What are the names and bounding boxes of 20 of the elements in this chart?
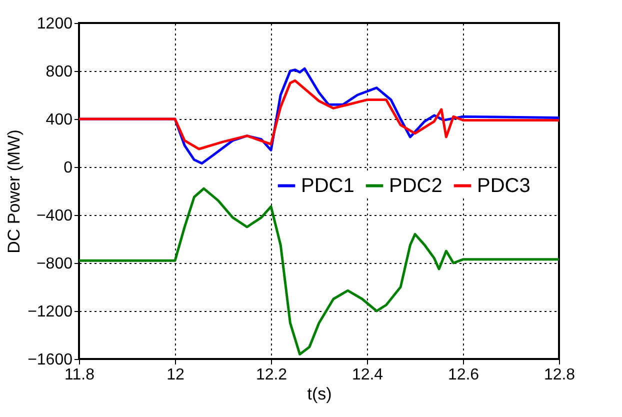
- line-series: [78, 79, 560, 150]
- x-tick-label: 12.4: [352, 366, 384, 384]
- x-axis-title: t(s): [307, 384, 332, 404]
- y-tick-label: 1200: [36, 16, 73, 32]
- y-axis-title: DC Power (MW): [4, 130, 24, 254]
- x-tick-label: 12.6: [448, 366, 480, 384]
- legend-label: PDC2: [389, 174, 442, 197]
- x-tick-label: 11.8: [64, 366, 95, 384]
- y-tick-label: −400: [36, 208, 73, 224]
- legend-label: PDC1: [301, 174, 354, 197]
- legend-label: PDC3: [477, 174, 530, 197]
- x-tick-label: 12: [166, 366, 184, 384]
- x-tick-label: 12.8: [544, 366, 576, 384]
- x-tick-label: 12.2: [256, 366, 288, 384]
- y-tick-label: 800: [46, 64, 73, 80]
- y-tick-label: 400: [46, 112, 73, 128]
- y-tick-label: −1600: [28, 352, 73, 368]
- y-tick-label: −800: [36, 256, 73, 272]
- y-tick-label: 0: [64, 160, 73, 176]
- y-tick-label: −1200: [28, 304, 73, 320]
